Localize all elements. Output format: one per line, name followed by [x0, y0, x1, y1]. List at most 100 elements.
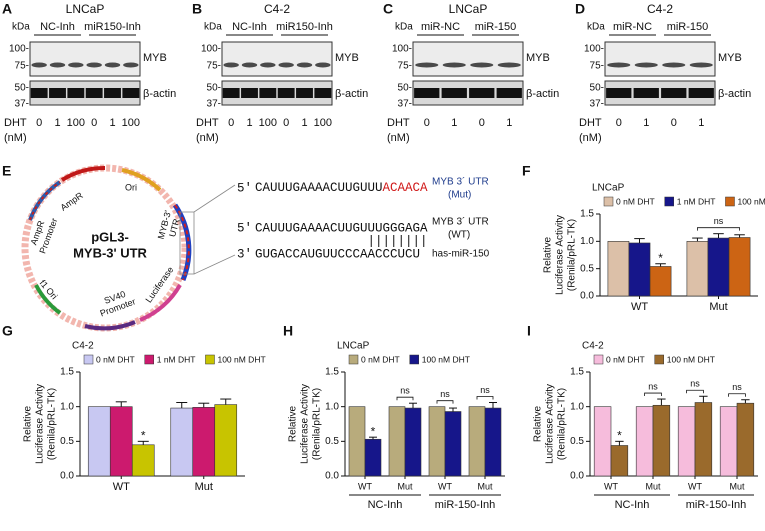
- protein-label: β-actin: [335, 88, 368, 100]
- actin-band: [241, 88, 258, 98]
- y-axis-label: Luciferase Activity: [300, 384, 311, 464]
- bar: [607, 241, 630, 297]
- y-axis-label: Relative: [533, 406, 544, 443]
- plasmid-name: MYB-3' UTR: [73, 245, 147, 260]
- legend-swatch: [409, 354, 419, 365]
- dht-lane: 0: [479, 117, 485, 129]
- bar: [484, 407, 502, 477]
- x-tick-label: WT: [688, 481, 702, 491]
- y-tick-label: 0.0: [570, 471, 584, 482]
- legend-label: 100 nM DHT: [737, 196, 765, 206]
- blot-myb: [221, 41, 333, 77]
- actin-band: [469, 88, 495, 98]
- actin-band: [296, 88, 313, 98]
- mutated-seq: ACAACA: [383, 181, 429, 195]
- x-tick-label: WT: [604, 481, 618, 491]
- significance: *: [371, 424, 376, 438]
- blot-myb: [604, 41, 716, 77]
- significance: ns: [690, 379, 700, 389]
- myb-band: [260, 62, 276, 68]
- y-tick-label: 1.5: [570, 367, 584, 378]
- myb-band: [123, 62, 139, 68]
- mw-marker: 75-: [398, 61, 412, 72]
- actin-band: [441, 88, 467, 98]
- dht-lane: 1: [246, 117, 252, 129]
- myb-band: [296, 62, 313, 68]
- cell-line: LNCaP: [449, 2, 488, 16]
- bar: [736, 402, 755, 477]
- actin-band: [661, 88, 687, 98]
- dht-lane: 0: [283, 117, 289, 129]
- dht-lane: 1: [54, 117, 60, 129]
- y-tick-label: 1.5: [580, 209, 594, 220]
- mw-marker: 50-: [207, 83, 221, 94]
- significance: *: [658, 251, 663, 265]
- seq-label: has-miR-150: [432, 249, 490, 260]
- myb-band: [104, 62, 121, 68]
- dht-label: DHT: [4, 117, 27, 129]
- y-tick-label: 0.0: [60, 471, 74, 482]
- myb-band: [634, 62, 658, 68]
- bar: [214, 404, 238, 477]
- y-tick-label: 0.5: [60, 436, 74, 447]
- y-tick-label: 1.5: [60, 367, 74, 378]
- y-axis-label: Relative: [288, 406, 299, 443]
- subtitle: C4-2: [72, 341, 94, 352]
- y-axis-label: Relative: [23, 406, 34, 443]
- y-tick-label: 1.5: [325, 367, 339, 378]
- dht-lane: 0: [228, 117, 234, 129]
- y-axis-label: Luciferase Activity: [555, 215, 566, 295]
- protein-label: MYB: [718, 52, 742, 64]
- significance: ns: [400, 386, 410, 396]
- mut-sequence: CAUUUGAAAACUUGUUUACAACA: [255, 181, 428, 195]
- actin-band: [606, 88, 632, 98]
- bar: [686, 241, 709, 297]
- base-pairing: ||||||||: [368, 234, 428, 248]
- legend-label: 0 nM DHT: [616, 196, 655, 206]
- actin-band: [688, 88, 714, 98]
- legend-label: 1 nM DHT: [677, 196, 716, 206]
- significance: *: [141, 429, 146, 443]
- actin-band: [496, 88, 522, 98]
- mw-marker: 75-: [15, 61, 29, 72]
- kda-label: kDa: [204, 22, 222, 33]
- protein-label: β-actin: [143, 88, 176, 100]
- feature-label: AmpR: [59, 190, 86, 213]
- panel-label: G: [2, 323, 13, 339]
- protein-label: MYB: [526, 52, 550, 64]
- panel-label: C: [383, 1, 393, 17]
- panel-label: H: [283, 323, 293, 339]
- x-tick-label: Mut: [397, 481, 413, 491]
- bar: [404, 407, 422, 477]
- bar: [444, 411, 462, 477]
- legend-swatch: [83, 354, 94, 365]
- dht-lane: 100: [122, 117, 140, 129]
- actin-band: [49, 88, 66, 98]
- cell-line: C4-2: [264, 2, 290, 16]
- actin-band: [67, 88, 85, 98]
- seq-end: 5': [237, 221, 252, 235]
- legend-label: 0 nM DHT: [96, 354, 135, 364]
- mw-marker: 100-: [584, 44, 604, 55]
- significance: ns: [648, 381, 658, 391]
- feature-arc: [60, 165, 106, 182]
- dht-unit: (nM): [196, 132, 219, 144]
- legend-label: 100 nM DHT: [667, 354, 715, 364]
- actin-band: [314, 88, 332, 98]
- mw-marker: 50-: [590, 83, 604, 94]
- myb-band: [49, 62, 66, 68]
- y-tick-label: 1.0: [60, 401, 74, 412]
- actin-band: [259, 88, 277, 98]
- bar: [652, 404, 671, 477]
- seq-end: 3': [237, 247, 252, 261]
- actin-band: [414, 88, 440, 98]
- group-label: miR150-Inh: [84, 21, 141, 33]
- bar: [677, 406, 696, 477]
- myb-band: [607, 62, 631, 68]
- group-label: NC-Inh: [40, 21, 75, 33]
- group-label: miR-NC: [421, 21, 460, 33]
- dht-label: DHT: [196, 117, 219, 129]
- bar: [707, 237, 730, 297]
- legend-swatch: [144, 354, 154, 365]
- bar: [610, 445, 629, 477]
